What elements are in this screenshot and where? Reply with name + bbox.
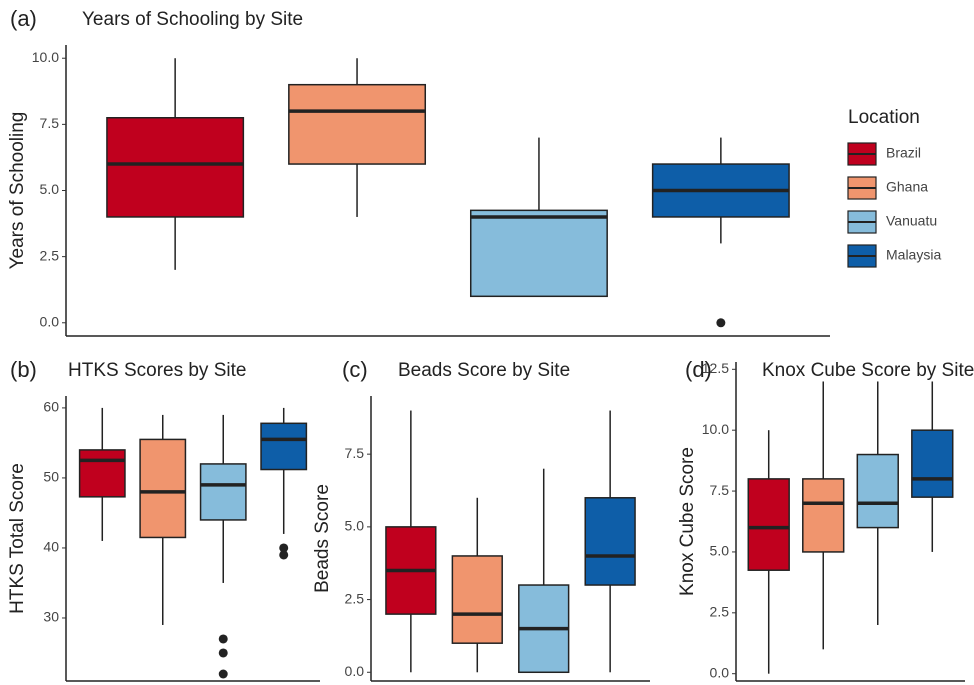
panel-label: (a) bbox=[10, 6, 37, 31]
box bbox=[911, 429, 954, 498]
legend-label: Vanuatu bbox=[886, 213, 937, 229]
legend-label: Brazil bbox=[886, 145, 921, 161]
y-axis-label: HTKS Total Score bbox=[7, 463, 28, 614]
y-tick-label: 7.5 bbox=[710, 482, 730, 498]
panel-label: (d) bbox=[685, 357, 712, 382]
box bbox=[469, 209, 608, 298]
box bbox=[856, 453, 899, 529]
y-tick-label: 12.5 bbox=[702, 360, 729, 376]
chart-title: Beads Score by Site bbox=[398, 360, 570, 381]
box bbox=[199, 463, 247, 521]
y-tick-label: 50 bbox=[43, 469, 59, 485]
box bbox=[260, 422, 308, 471]
y-tick-label: 2.5 bbox=[710, 604, 730, 620]
outlier bbox=[716, 318, 726, 328]
outlier bbox=[279, 550, 289, 560]
y-tick-label: 0.0 bbox=[710, 664, 730, 680]
panel-label: (b) bbox=[10, 357, 37, 382]
y-tick-label: 40 bbox=[43, 539, 59, 555]
legend-label: Malaysia bbox=[886, 247, 941, 263]
y-tick-label: 7.5 bbox=[345, 445, 365, 461]
box bbox=[139, 438, 187, 539]
outlier bbox=[279, 543, 289, 553]
y-tick-label: 5.0 bbox=[345, 518, 365, 534]
y-tick-label: 10.0 bbox=[702, 421, 729, 437]
chart-title: Knox Cube Score by Site bbox=[762, 360, 974, 381]
y-tick-label: 5.0 bbox=[40, 181, 60, 197]
y-tick-label: 30 bbox=[43, 609, 59, 625]
box bbox=[584, 497, 636, 586]
box bbox=[451, 555, 503, 644]
y-tick-label: 60 bbox=[43, 399, 59, 415]
panel-label: (c) bbox=[342, 357, 368, 382]
outlier bbox=[218, 634, 228, 644]
outlier bbox=[218, 669, 228, 679]
box bbox=[288, 83, 427, 165]
chart-title: HTKS Scores by Site bbox=[68, 360, 246, 381]
y-tick-label: 2.5 bbox=[345, 590, 365, 606]
legend-label: Ghana bbox=[886, 179, 928, 195]
chart-title: Years of Schooling by Site bbox=[82, 9, 303, 30]
box bbox=[78, 449, 126, 498]
legend-title: Location bbox=[848, 107, 920, 128]
y-tick-label: 0.0 bbox=[40, 313, 60, 329]
y-axis-label: Beads Score bbox=[312, 484, 333, 593]
y-axis-label: Knox Cube Score bbox=[677, 447, 698, 596]
y-tick-label: 0.0 bbox=[345, 663, 365, 679]
y-tick-label: 2.5 bbox=[40, 247, 60, 263]
outlier bbox=[218, 648, 228, 658]
box bbox=[747, 478, 790, 571]
y-axis-label: Years of Schooling bbox=[7, 112, 28, 270]
y-tick-label: 7.5 bbox=[40, 115, 60, 131]
box bbox=[106, 117, 245, 218]
y-tick-label: 10.0 bbox=[32, 49, 59, 65]
box bbox=[802, 478, 845, 553]
y-tick-label: 5.0 bbox=[710, 543, 730, 559]
